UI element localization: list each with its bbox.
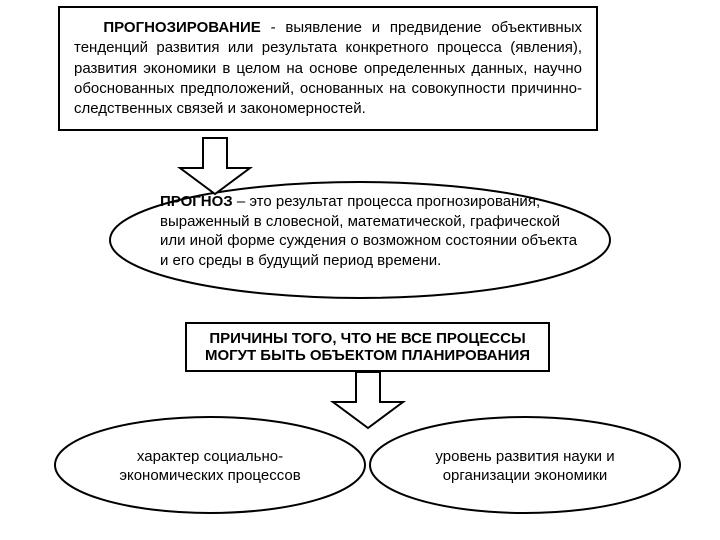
- top-definition-box: ПРОГНОЗИРОВАНИЕ - выявление и предвидени…: [58, 6, 598, 131]
- top-term: ПРОГНОЗИРОВАНИЕ: [103, 19, 260, 36]
- mid-line1: ПРИЧИНЫ ТОГО, ЧТО НЕ ВСЕ ПРОЦЕССЫ: [209, 330, 525, 347]
- arrow-down-1: [180, 138, 250, 194]
- ellipse1-term: ПРОГНОЗ: [160, 193, 233, 210]
- arrow-down-2: [333, 372, 403, 428]
- mid-title-box: ПРИЧИНЫ ТОГО, ЧТО НЕ ВСЕ ПРОЦЕССЫ МОГУТ …: [185, 322, 550, 372]
- ellipse-right-label: уровень развития науки и организации эко…: [425, 448, 625, 486]
- ellipse1-text: ПРОГНОЗ – это результат процесса прогноз…: [160, 192, 580, 270]
- mid-line2: МОГУТ БЫТЬ ОБЪЕКТОМ ПЛАНИРОВАНИЯ: [205, 347, 530, 364]
- ellipse-left-label: характер социально-экономических процесс…: [110, 448, 310, 486]
